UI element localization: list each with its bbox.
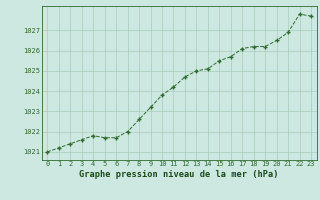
X-axis label: Graphe pression niveau de la mer (hPa): Graphe pression niveau de la mer (hPa) — [79, 170, 279, 179]
